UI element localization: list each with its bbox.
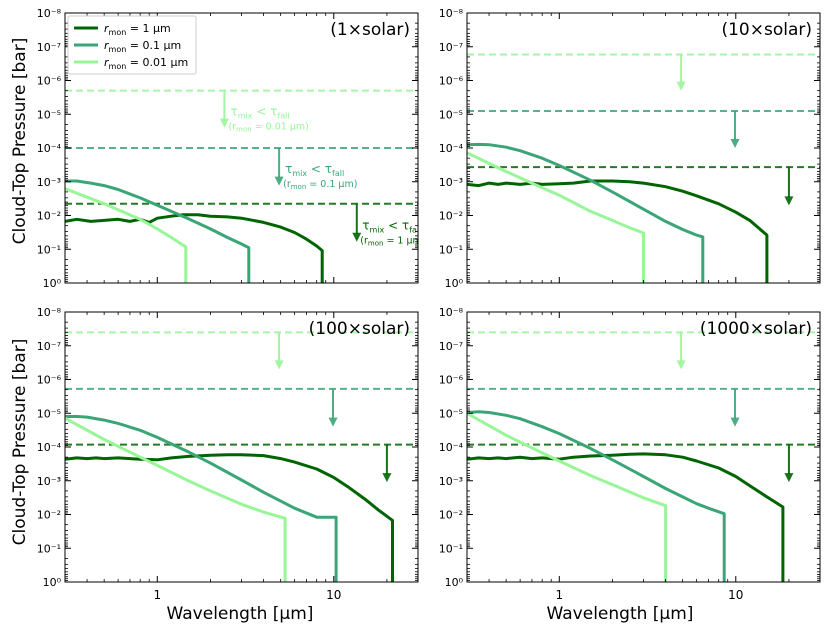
legend-label: rmon = 1 μm: [104, 22, 171, 37]
arrow-head: [676, 360, 686, 370]
annotation-timescale: τmix < τfall: [285, 162, 344, 178]
arrow-head: [274, 176, 284, 186]
arrow-head: [328, 417, 338, 427]
y-tick-label: 10⁻⁷: [37, 340, 61, 353]
y-tick-label: 10⁻⁶: [37, 75, 62, 88]
annotation-radius: (rmon = 0.01 μm): [229, 122, 309, 134]
y-tick-label: 10⁻⁷: [37, 41, 61, 54]
series-line-3: [65, 187, 188, 283]
legend-label: rmon = 0.01 μm: [104, 56, 188, 71]
arrow-head: [730, 417, 740, 427]
y-tick-label: 10⁻⁸: [37, 7, 62, 20]
y-tick-label: 10⁻²: [439, 509, 463, 522]
annotation-radius: (rmon = 0.1 μm): [283, 179, 357, 191]
x-axis-label-right: Wavelength [μm]: [547, 604, 694, 624]
arrow-head: [274, 360, 284, 370]
y-tick-label: 10⁻⁵: [37, 407, 61, 420]
x-tick-label: 10: [326, 588, 341, 602]
y-tick-label: 10⁻⁴: [439, 441, 464, 454]
y-tick-label: 10⁻⁷: [439, 340, 463, 353]
panel-title: (100×solar): [309, 319, 410, 339]
y-tick-label: 10⁰: [445, 277, 464, 290]
y-tick-label: 10⁻³: [439, 176, 463, 189]
x-axis-label-left: Wavelength [μm]: [167, 604, 314, 624]
annotation-radius: (rmon = 1 μm): [360, 236, 425, 248]
y-tick-label: 10⁻⁵: [439, 108, 463, 121]
series-line-1: [467, 179, 769, 283]
arrow-head: [382, 473, 392, 483]
series-line-1: [65, 213, 324, 283]
y-tick-label: 10⁻²: [439, 210, 463, 223]
arrow-head: [676, 81, 686, 91]
annotation-timescale: τmix < τfall: [362, 219, 421, 235]
panel-title: (1×solar): [330, 20, 410, 40]
legend: rmon = 1 μm rmon = 0.1 μm rmon = 0.01 μm: [67, 15, 197, 75]
y-tick-label: 10⁻⁵: [439, 407, 463, 420]
panel-1: τmix < τfall(rmon = 0.01 μm)τmix < τfall…: [37, 7, 425, 290]
y-tick-label: 10⁻⁶: [37, 374, 62, 387]
series-line-1: [65, 453, 394, 582]
series-line-2: [467, 410, 726, 582]
y-tick-label: 10⁻¹: [37, 243, 61, 256]
y-tick-label: 10⁻³: [37, 176, 61, 189]
series-line-1: [467, 452, 785, 582]
panel-title: (10×solar): [721, 20, 812, 40]
x-tick-label: 1: [153, 588, 161, 602]
y-tick-label: 10⁻³: [37, 475, 61, 488]
y-tick-label: 10⁻⁶: [439, 75, 464, 88]
y-tick-label: 10⁰: [43, 277, 62, 290]
arrow-head: [219, 118, 229, 128]
panel-3: 10⁻⁸ 10⁻⁷ 10⁻⁶ 10⁻⁵ 10⁻⁴ 10⁻³ 10⁻² 10⁻¹ 10⁰ 1 10 (1…: [37, 306, 419, 602]
y-tick-label: 10⁰: [43, 576, 62, 589]
y-tick-label: 10⁻¹: [439, 243, 463, 256]
y-tick-label: 10⁻¹: [439, 542, 463, 555]
plot-area: [467, 53, 820, 283]
arrow-head: [352, 232, 362, 242]
x-tick-label: 1: [555, 588, 563, 602]
series-line-2: [65, 415, 338, 582]
plot-area: [467, 331, 820, 582]
panel-4: 10⁻⁸ 10⁻⁷ 10⁻⁶ 10⁻⁵ 10⁻⁴ 10⁻³ 10⁻² 10⁻¹ 10⁰ 1 10 (1…: [439, 306, 821, 602]
y-tick-label: 10⁻²: [37, 210, 61, 223]
arrow-head: [784, 473, 794, 483]
y-tick-label: 10⁻²: [37, 509, 61, 522]
plot-area: [65, 331, 418, 582]
x-tick-label: 10: [728, 588, 743, 602]
y-tick-label: 10⁻⁸: [439, 7, 464, 20]
y-axis-label-top: Cloud-Top Pressure [bar]: [10, 38, 30, 245]
y-tick-label: 10⁻⁵: [37, 108, 61, 121]
panel-frame: [466, 12, 821, 284]
legend-label: rmon = 0.1 μm: [104, 39, 181, 54]
y-tick-label: 10⁻³: [439, 475, 463, 488]
y-tick-label: 10⁻⁴: [37, 441, 62, 454]
y-axis-label-bottom: Cloud-Top Pressure [bar]: [10, 339, 30, 546]
y-tick-label: 10⁻¹: [37, 542, 61, 555]
y-tick-label: 10⁻⁴: [37, 142, 62, 155]
series-line-3: [65, 416, 287, 582]
y-tick-label: 10⁰: [445, 576, 464, 589]
y-tick-label: 10⁻⁴: [439, 142, 464, 155]
panel-frame: [466, 311, 821, 583]
y-tick-label: 10⁻⁶: [439, 374, 464, 387]
plot-area: τmix < τfall(rmon = 0.01 μm)τmix < τfall…: [65, 89, 425, 283]
panel-frame: [64, 12, 419, 284]
series-line-2: [65, 179, 251, 283]
series-line-3: [467, 151, 645, 283]
panel-2: 10⁻⁸ 10⁻⁷ 10⁻⁶ 10⁻⁵ 10⁻⁴ 10⁻³ 10⁻² 10⁻¹ 10⁰ (10×s…: [439, 7, 821, 290]
panel-title: (1000×solar): [700, 319, 812, 339]
arrow-head: [784, 196, 794, 206]
annotation-timescale: τmix < τfall: [231, 105, 290, 121]
series-line-3: [467, 411, 668, 582]
series-line-2: [467, 142, 705, 283]
arrow-head: [730, 139, 740, 148]
legend-box: [67, 15, 197, 75]
y-tick-label: 10⁻⁸: [439, 306, 464, 319]
y-tick-label: 10⁻⁷: [439, 41, 463, 54]
panel-frame: [64, 311, 419, 583]
y-tick-label: 10⁻⁸: [37, 306, 62, 319]
